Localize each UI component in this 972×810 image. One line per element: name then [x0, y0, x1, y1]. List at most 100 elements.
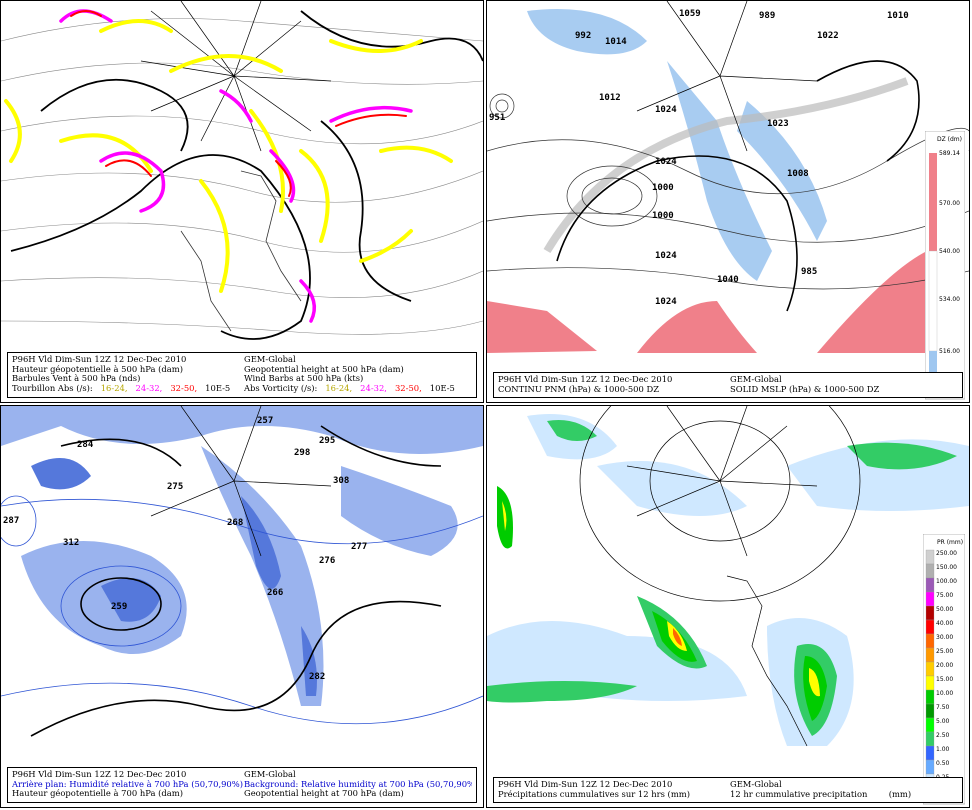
height-center-label: 298: [294, 448, 311, 458]
humidity-map: [1, 406, 483, 737]
panel-vorticity-500: P96H Vld Dim-Sun 12Z 12 Dec-Dec 2010 GEM-…: [0, 0, 484, 403]
thickness-legend: DZ (dm) 589.14570.00540.00534.00516.0051…: [924, 130, 966, 401]
caption-panel-3: P96H Vld Dim-Sun 12Z 12 Dec-Dec 2010 GEM-…: [7, 767, 477, 803]
vorticity-levels-en: Abs Vorticity (/s): 16-24, 24-32, 32-50, 10E…: [244, 383, 455, 393]
field-en-2: Wind Barbs at 500 hPa (kts): [244, 374, 364, 384]
legend-swatch: [925, 703, 935, 719]
model-name: GEM-Global: [730, 375, 782, 384]
height-center-label: 282: [309, 672, 326, 682]
legend-tick: 20.00: [936, 662, 953, 669]
legend-swatch: [925, 647, 935, 663]
height-center-label: 276: [319, 556, 336, 566]
legend-tick: 534.00: [939, 296, 960, 303]
height-center-label: 268: [227, 518, 244, 528]
pressure-center-label: 992: [575, 31, 592, 41]
valid-time: P96H Vld Dim-Sun 12Z 12 Dec-Dec 2010: [12, 770, 187, 779]
pressure-center-label: 985: [801, 267, 818, 277]
field-en: 12 hr cummulative precipitation (mm): [730, 789, 912, 799]
caption-panel-4: P96H Vld Dim-Sun 12Z 12 Dec-Dec 2010 GEM-…: [493, 777, 963, 803]
precip-map: [487, 406, 969, 747]
legend-tick: 540.00: [939, 248, 960, 255]
field-fr: Arrière plan: Humidité relative à 700 hP…: [12, 779, 243, 789]
height-center-label: 287: [3, 516, 20, 526]
pressure-center-label: 1010: [887, 11, 909, 21]
legend-tick: 100.00: [936, 578, 957, 585]
legend-swatch: [925, 731, 935, 747]
legend-tick: 1.00: [936, 746, 950, 753]
legend-swatch: [925, 689, 935, 705]
model-name: GEM-Global: [244, 770, 296, 779]
pressure-center-label: 1024: [655, 297, 677, 307]
pressure-center-label: 1024: [655, 157, 677, 167]
legend-tick: 570.00: [939, 200, 960, 207]
pressure-center-label: 989: [759, 11, 776, 21]
legend-swatch: [925, 563, 935, 579]
precip-legend: PR (mm) 250.00 150.00 100.00 75.00 50.00 40.0…: [922, 533, 966, 806]
model-name: GEM-Global: [730, 780, 782, 789]
valid-time: P96H Vld Dim-Sun 12Z 12 Dec-Dec 2010: [498, 375, 673, 384]
valid-time: P96H Vld Dim-Sun 12Z 12 Dec-Dec 2010: [498, 780, 673, 789]
legend-tick: 40.00: [936, 620, 953, 627]
legend-swatch: [925, 591, 935, 607]
legend-tick: 516.00: [939, 348, 960, 355]
legend-title: DZ (dm): [937, 136, 962, 143]
height-center-label: 308: [333, 476, 350, 486]
legend-tick: 10.00: [936, 690, 953, 697]
legend-tick: 2.50: [936, 732, 950, 739]
legend-tick: 0.50: [936, 760, 950, 767]
height-center-label: 275: [167, 482, 184, 492]
pressure-center-label: 1040: [717, 275, 739, 285]
pressure-center-label: 1000: [652, 183, 674, 193]
legend-swatch: [925, 759, 935, 775]
height-center-label: 295: [319, 436, 336, 446]
legend-swatch: [925, 577, 935, 593]
mslp-map: [487, 1, 969, 353]
vorticity-map: [1, 1, 483, 340]
legend-swatch: [925, 745, 935, 761]
pressure-center-label: 1014: [605, 37, 627, 47]
legend-tick: 589.14: [939, 150, 960, 157]
field-en-2: Geopotential height at 700 hPa (dam): [244, 789, 404, 799]
legend-swatch: [925, 619, 935, 635]
height-center-label: 259: [111, 602, 128, 612]
legend-swatch: [925, 605, 935, 621]
legend-tick: 15.00: [936, 676, 953, 683]
legend-swatch: [925, 661, 935, 677]
panel-mslp-thickness: DZ (dm) 589.14570.00540.00534.00516.0051…: [486, 0, 970, 403]
pressure-center-label: 1024: [655, 251, 677, 261]
legend-tick: 5.00: [936, 718, 950, 725]
caption-panel-1: P96H Vld Dim-Sun 12Z 12 Dec-Dec 2010 GEM-…: [7, 352, 477, 398]
height-center-label: 277: [351, 542, 368, 552]
legend-tick: 25.00: [936, 648, 953, 655]
panel-rh-700: 284 275 257 295 298 308 287 312 268 277 276 266 259 2…: [0, 405, 484, 808]
legend-tick: 75.00: [936, 592, 953, 599]
pressure-center-label: 951: [489, 113, 506, 123]
legend-tick: 50.00: [936, 606, 953, 613]
pressure-center-label: 1022: [817, 31, 839, 41]
legend-swatch: [925, 675, 935, 691]
height-center-label: 266: [267, 588, 284, 598]
legend-tick: 250.00: [936, 550, 957, 557]
legend-title: PR (mm): [937, 539, 963, 546]
pressure-center-label: 1008: [787, 169, 809, 179]
field-fr-2: Barbules Vent à 500 hPa (nds): [12, 374, 141, 384]
legend-swatch: [925, 633, 935, 649]
pressure-center-label: 1024: [655, 105, 677, 115]
vorticity-levels-fr: Tourbillon Abs (/s): 16-24, 24-32, 32-50, 10…: [12, 383, 231, 393]
legend-swatch: [925, 717, 935, 733]
panel-precipitation: PR (mm) 250.00 150.00 100.00 75.00 50.00 40.0…: [486, 405, 970, 808]
field-en: Background: Relative humidity at 700 hPa…: [244, 779, 472, 789]
pressure-center-label: 1000: [652, 211, 674, 221]
height-center-label: 257: [257, 416, 274, 426]
field-en: Geopotential height at 500 hPa (dam): [244, 364, 404, 374]
legend-tick: 30.00: [936, 634, 953, 641]
field-fr-2: Hauteur géopotentielle à 700 hPa (dam): [12, 789, 183, 799]
field-en: SOLID MSLP (hPa) & 1000-500 DZ: [730, 384, 880, 394]
caption-panel-2: P96H Vld Dim-Sun 12Z 12 Dec-Dec 2010 GEM-…: [493, 372, 963, 398]
pressure-center-label: 1012: [599, 93, 621, 103]
legend-tick: 7.50: [936, 704, 950, 711]
pressure-center-label: 1023: [767, 119, 789, 129]
pressure-center-label: 1059: [679, 9, 701, 19]
field-fr: CONTINU PNM (hPa) & 1000-500 DZ: [498, 384, 660, 394]
field-fr: Précipitations cummulatives sur 12 hrs (…: [498, 789, 690, 799]
